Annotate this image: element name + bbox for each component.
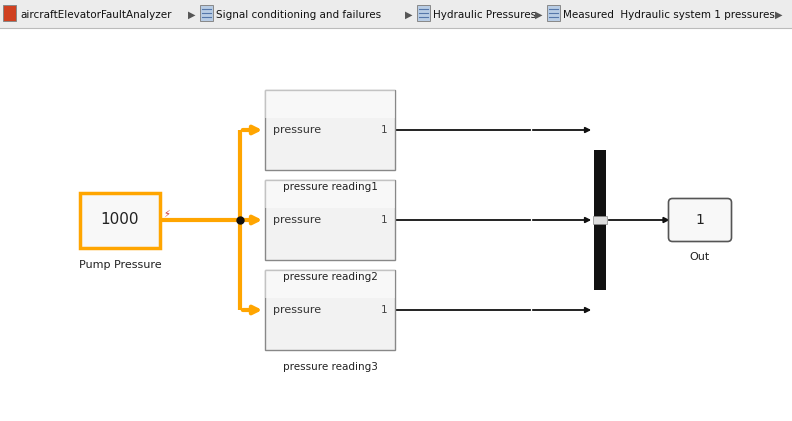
Text: Signal conditioning and failures: Signal conditioning and failures — [216, 10, 381, 20]
Text: pressure: pressure — [273, 305, 321, 315]
FancyBboxPatch shape — [265, 270, 395, 350]
Bar — [594, 150, 606, 290]
Text: 1: 1 — [380, 125, 387, 135]
Text: pressure reading2: pressure reading2 — [283, 272, 378, 282]
Text: 1: 1 — [695, 213, 704, 227]
Text: pressure reading1: pressure reading1 — [283, 182, 378, 192]
FancyBboxPatch shape — [547, 5, 560, 21]
Text: ▶: ▶ — [405, 10, 413, 20]
Text: Pump Pressure: Pump Pressure — [78, 259, 162, 269]
Text: ▶: ▶ — [775, 10, 782, 20]
Text: ▶: ▶ — [188, 10, 196, 20]
Text: 1000: 1000 — [101, 213, 139, 227]
Text: 1: 1 — [380, 215, 387, 225]
Text: pressure reading3: pressure reading3 — [283, 362, 378, 372]
FancyBboxPatch shape — [265, 90, 395, 170]
Text: pressure: pressure — [273, 215, 321, 225]
Text: 1: 1 — [380, 305, 387, 315]
Bar — [593, 216, 607, 224]
Text: Measured  Hydraulic system 1 pressures: Measured Hydraulic system 1 pressures — [563, 10, 775, 20]
Text: ▶: ▶ — [535, 10, 543, 20]
Text: Hydraulic Pressures: Hydraulic Pressures — [433, 10, 536, 20]
Text: aircraftElevatorFaultAnalyzer: aircraftElevatorFaultAnalyzer — [20, 10, 172, 20]
Bar — [265, 90, 395, 118]
Bar — [265, 180, 395, 208]
Text: pressure: pressure — [273, 125, 321, 135]
FancyBboxPatch shape — [417, 5, 430, 21]
FancyBboxPatch shape — [200, 5, 213, 21]
Text: Out: Out — [690, 251, 710, 261]
FancyBboxPatch shape — [80, 192, 160, 248]
FancyBboxPatch shape — [265, 180, 395, 260]
FancyBboxPatch shape — [3, 5, 16, 21]
Bar — [0, 0, 792, 28]
FancyBboxPatch shape — [668, 198, 732, 242]
Bar — [265, 270, 395, 298]
Text: ⚡: ⚡ — [163, 209, 169, 219]
